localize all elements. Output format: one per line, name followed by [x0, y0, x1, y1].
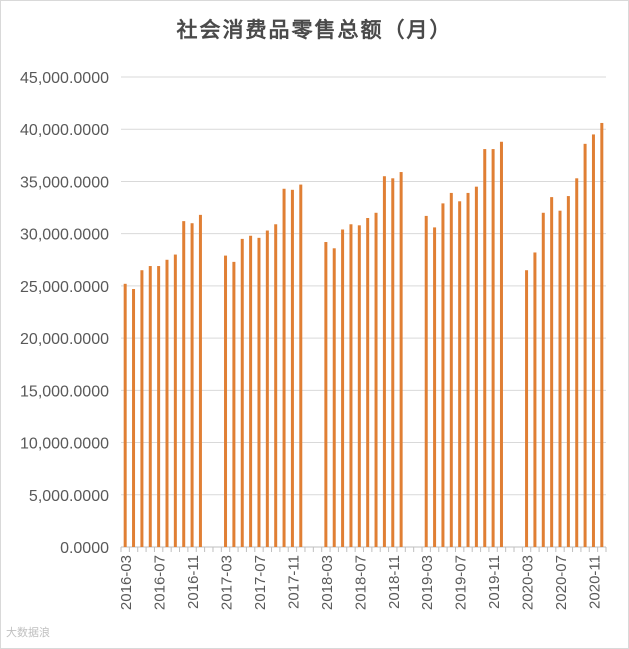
bar-2016-05 — [140, 270, 144, 547]
bar-2016-03 — [123, 283, 127, 547]
bar-2019-03 — [424, 215, 428, 547]
bar-2016-11 — [190, 223, 194, 547]
bar-2018-06 — [349, 224, 353, 547]
y-tick-label: 30,000.0000 — [20, 227, 109, 244]
x-tick-label: 2016-07 — [152, 555, 169, 610]
bar-2018-09 — [374, 212, 378, 547]
bar-2020-03 — [525, 270, 529, 547]
bar-2017-03 — [224, 255, 228, 547]
y-tick-label: 15,000.0000 — [20, 383, 109, 400]
x-tick-label: 2019-03 — [419, 555, 436, 610]
x-tick-label: 2020-03 — [520, 555, 537, 610]
bar-2018-11 — [391, 178, 395, 547]
bar-2020-11 — [591, 134, 595, 547]
x-tick-label: 2018-11 — [386, 555, 403, 609]
bar-2020-05 — [541, 212, 545, 547]
bar-2020-10 — [583, 143, 587, 547]
x-tick-label: 2016-11 — [185, 555, 202, 609]
bar-2016-09 — [173, 254, 177, 547]
bar-2020-09 — [575, 178, 579, 547]
grid-layer — [121, 76, 606, 548]
bar-2018-04 — [332, 248, 336, 548]
bar-2019-10 — [483, 149, 487, 547]
bar-2019-09 — [474, 186, 478, 548]
bar-2020-08 — [566, 196, 570, 547]
x-tick-label: 2017-11 — [285, 555, 302, 609]
bar-2019-04 — [433, 227, 437, 547]
x-tick-label: 2017-07 — [252, 555, 269, 610]
bar-2016-07 — [157, 266, 161, 547]
bar-2017-06 — [249, 235, 253, 547]
bar-2016-04 — [132, 289, 136, 547]
y-tick-label: 35,000.0000 — [20, 174, 109, 191]
bar-2017-08 — [265, 230, 269, 547]
x-tick-label: 2020-11 — [586, 555, 603, 609]
y-tick-label: 25,000.0000 — [20, 279, 109, 296]
bar-2017-07 — [257, 237, 261, 547]
bar-2019-06 — [449, 192, 453, 547]
y-tick-label: 40,000.0000 — [20, 122, 109, 139]
bar-2017-05 — [240, 238, 244, 547]
bar-2019-07 — [458, 201, 462, 548]
x-tick-label: 2017-03 — [219, 555, 236, 610]
chart-title: 社会消费品零售总额（月） — [176, 17, 453, 42]
bar-2016-12 — [198, 214, 202, 547]
bar-2018-12 — [399, 172, 403, 548]
x-tick-label: 2020-07 — [553, 555, 570, 610]
bar-2018-08 — [366, 218, 370, 547]
x-axis-ticks: 2016-03 2016-07 2016-11 2017-03 2017-07 2017-… — [118, 547, 607, 610]
bar-2019-12 — [499, 141, 503, 547]
bar-2017-12 — [299, 184, 303, 547]
bar-2020-07 — [558, 210, 562, 547]
bar-2020-06 — [550, 197, 554, 548]
bar-2019-05 — [441, 203, 445, 547]
bar-2018-07 — [357, 225, 361, 547]
y-tick-label: 5,000.0000 — [29, 488, 109, 505]
bar-2018-10 — [382, 176, 386, 547]
bar-2019-11 — [491, 149, 495, 547]
y-axis-ticks: 0.0000 5,000.0000 10,000.0000 15,000.0000 20… — [20, 70, 109, 557]
bar-2016-10 — [182, 221, 186, 547]
y-tick-label: 20,000.0000 — [20, 331, 109, 348]
bar-2016-08 — [165, 259, 169, 547]
bar-2017-10 — [282, 188, 286, 547]
x-tick-label: 2019-07 — [453, 555, 470, 610]
watermark-logo: 大数据浪 — [6, 626, 50, 639]
bar-2020-12 — [600, 122, 604, 548]
bar-2020-04 — [533, 252, 537, 547]
bar-series — [123, 122, 604, 548]
bar-2018-05 — [341, 229, 345, 548]
x-tick-label: 2016-03 — [118, 555, 135, 610]
x-tick-label: 2018-03 — [319, 555, 336, 610]
bar-2019-08 — [466, 192, 470, 547]
y-tick-label: 10,000.0000 — [20, 436, 109, 453]
bar-2016-06 — [148, 266, 152, 547]
bar-2018-03 — [324, 242, 328, 547]
bar-2017-09 — [274, 224, 278, 547]
y-tick-label: 0.0000 — [60, 540, 109, 557]
bar-2017-04 — [232, 261, 236, 547]
bar-2017-11 — [290, 189, 294, 548]
x-tick-label: 2019-11 — [486, 555, 503, 609]
x-tick-label: 2018-07 — [352, 555, 369, 610]
y-tick-label: 45,000.0000 — [20, 70, 109, 87]
